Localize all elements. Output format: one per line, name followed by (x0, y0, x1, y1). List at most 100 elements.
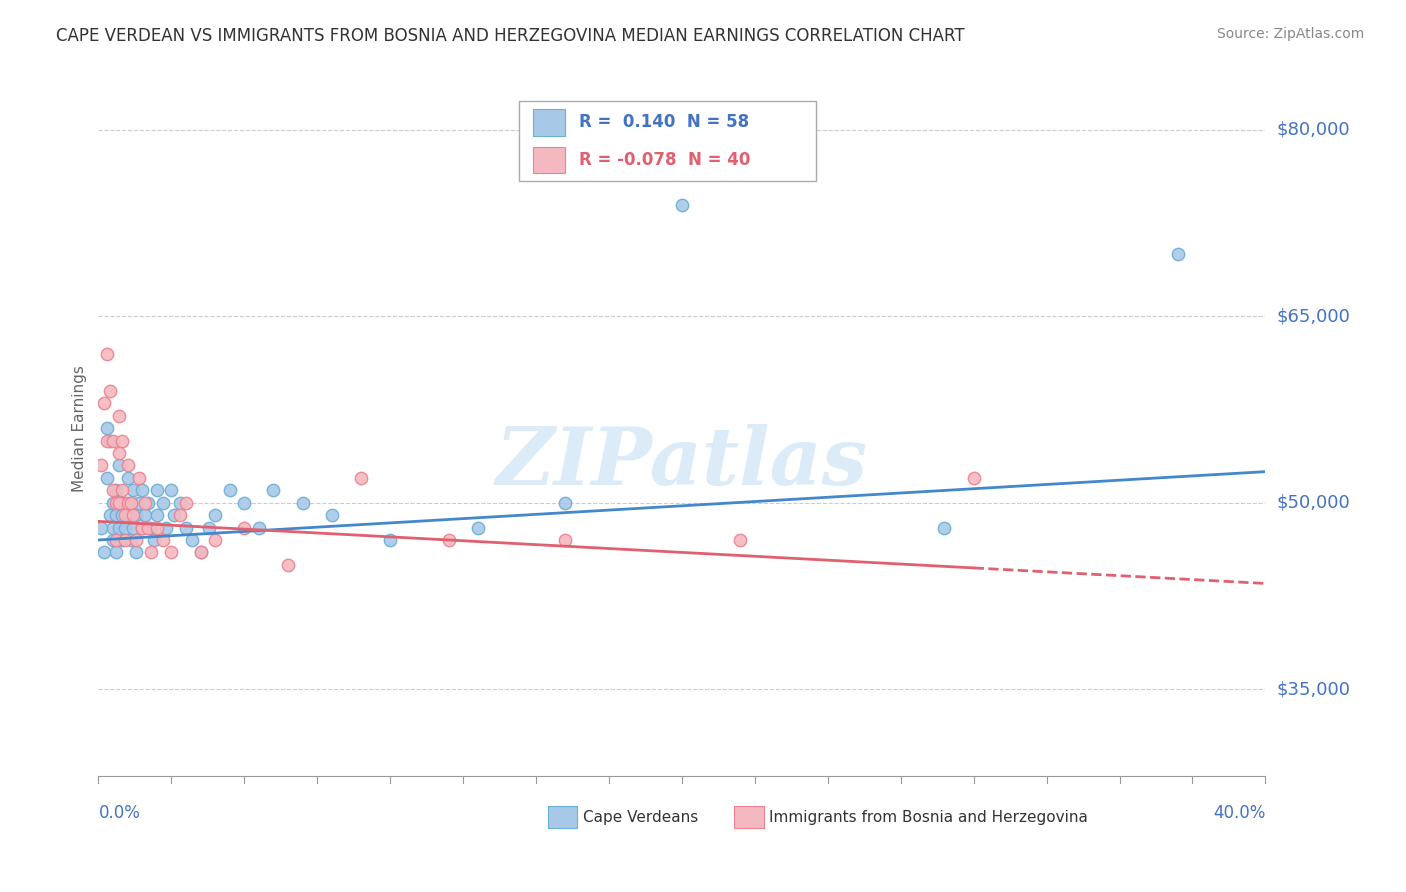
Point (233, 496, 256, 510)
Point (90, 520, 112, 534)
Point (198, 520, 221, 534)
Point (136, 520, 159, 534)
Point (174, 520, 197, 534)
Text: R = -0.078  N = 40: R = -0.078 N = 40 (579, 151, 751, 169)
Point (131, 520, 153, 534)
Point (101, 483, 124, 498)
Text: $80,000: $80,000 (1277, 121, 1350, 139)
Point (108, 496, 131, 510)
Point (962, 471, 984, 485)
Point (1167, 247, 1189, 261)
Point (128, 471, 150, 485)
Point (247, 520, 270, 534)
Point (104, 496, 127, 510)
Point (111, 533, 134, 547)
Point (190, 545, 212, 559)
Point (96, 421, 118, 435)
Point (125, 533, 148, 547)
Point (98, 434, 121, 448)
Point (104, 545, 127, 559)
Point (120, 533, 142, 547)
Point (204, 508, 226, 522)
Point (262, 483, 284, 498)
Point (114, 520, 136, 534)
Point (190, 545, 212, 559)
Point (96, 434, 118, 448)
Point (131, 483, 153, 498)
Point (104, 533, 127, 547)
Y-axis label: Median Earnings: Median Earnings (72, 365, 87, 491)
Point (117, 471, 139, 485)
Point (114, 496, 136, 510)
Point (128, 496, 150, 510)
Point (163, 508, 186, 522)
FancyBboxPatch shape (519, 101, 815, 181)
FancyBboxPatch shape (533, 146, 565, 173)
Point (111, 483, 134, 498)
Point (122, 483, 145, 498)
Point (101, 520, 124, 534)
Point (101, 533, 124, 547)
Point (98, 508, 121, 522)
Point (169, 508, 191, 522)
Point (321, 508, 343, 522)
Point (174, 496, 197, 510)
Point (117, 508, 139, 522)
Point (146, 520, 169, 534)
Point (233, 520, 256, 534)
Point (101, 496, 124, 510)
FancyBboxPatch shape (734, 806, 763, 828)
Text: $50,000: $50,000 (1277, 493, 1350, 512)
Point (277, 558, 299, 572)
Point (160, 483, 183, 498)
Point (111, 508, 134, 522)
Point (146, 483, 169, 498)
Point (114, 508, 136, 522)
Text: CAPE VERDEAN VS IMMIGRANTS FROM BOSNIA AND HERZEGOVINA MEDIAN EARNINGS CORRELATI: CAPE VERDEAN VS IMMIGRANTS FROM BOSNIA A… (56, 27, 965, 45)
Text: Immigrants from Bosnia and Herzegovina: Immigrants from Bosnia and Herzegovina (769, 810, 1088, 824)
Point (204, 533, 226, 547)
Point (120, 496, 142, 510)
Point (139, 545, 162, 559)
Point (139, 520, 162, 534)
FancyBboxPatch shape (533, 109, 565, 136)
Point (291, 496, 314, 510)
Point (101, 434, 124, 448)
Point (117, 496, 139, 510)
Point (350, 471, 373, 485)
Point (104, 508, 127, 522)
Point (93, 545, 115, 559)
Point (96, 346, 118, 360)
Point (108, 409, 131, 423)
Point (134, 496, 156, 510)
Point (169, 496, 191, 510)
Text: Source: ZipAtlas.com: Source: ZipAtlas.com (1216, 27, 1364, 41)
Point (122, 520, 145, 534)
Point (142, 533, 165, 547)
Point (108, 446, 131, 460)
Point (160, 545, 183, 559)
Point (180, 533, 202, 547)
Point (108, 496, 131, 510)
Point (120, 496, 142, 510)
Point (671, 197, 693, 211)
Point (730, 533, 752, 547)
Point (125, 508, 148, 522)
Point (152, 533, 174, 547)
FancyBboxPatch shape (548, 806, 576, 828)
Point (90, 458, 112, 473)
Point (136, 496, 159, 510)
Point (146, 508, 169, 522)
Point (108, 520, 131, 534)
Point (155, 520, 177, 534)
Point (554, 533, 576, 547)
Point (117, 458, 139, 473)
Point (96, 471, 118, 485)
Text: Cape Verdeans: Cape Verdeans (582, 810, 697, 824)
Point (108, 458, 131, 473)
Text: 0.0%: 0.0% (98, 804, 141, 822)
Point (380, 533, 402, 547)
Point (125, 545, 148, 559)
Point (134, 508, 156, 522)
Point (467, 520, 489, 534)
